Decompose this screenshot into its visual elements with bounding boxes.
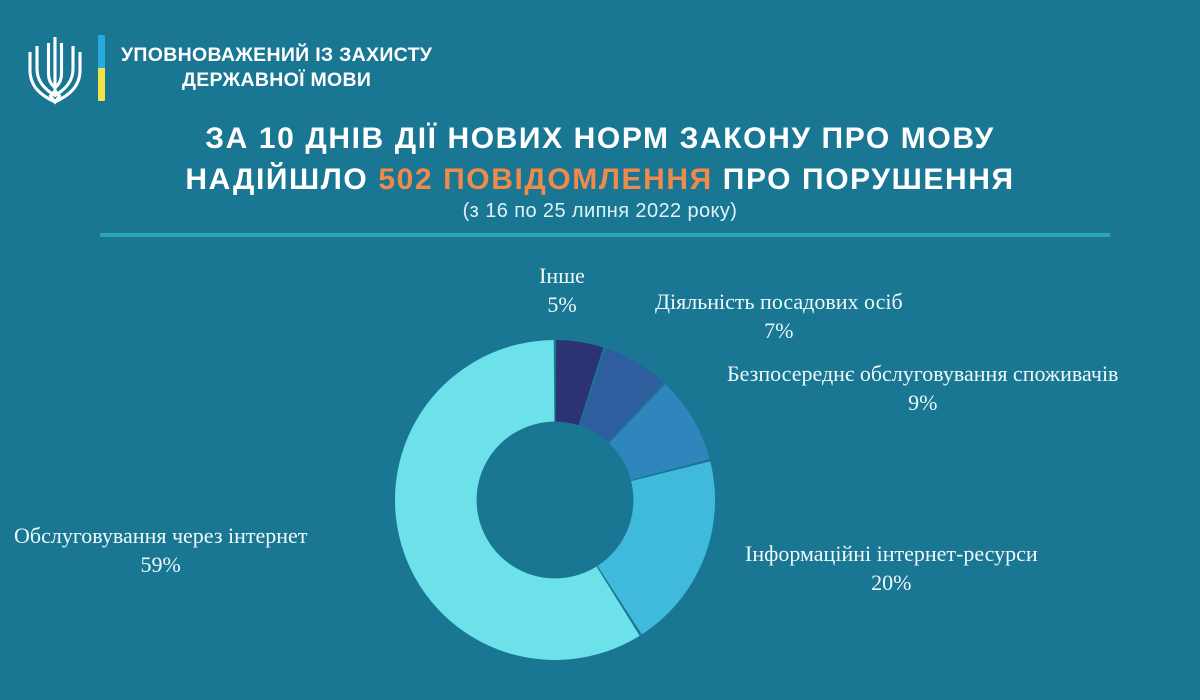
slice-label-officials-value: 7%	[764, 318, 794, 344]
header-divider	[100, 233, 1110, 237]
slice-label-online-service-text: Обслуговування через інтернет	[14, 523, 308, 548]
slice-label-web-resources: Інформаційні інтернет-ресурси 20%	[745, 539, 1038, 597]
slice-label-web-resources-text: Інформаційні інтернет-ресурси	[745, 541, 1038, 566]
donut-slice	[609, 384, 710, 480]
slice-label-direct-service: Безпосереднє обслуговування споживачів 9…	[727, 359, 1118, 417]
headline-count-accent: 502 ПОВІДОМЛЕННЯ	[378, 163, 713, 197]
brand-title-line-1: УПОВНОВАЖЕНИЙ ІЗ ЗАХИСТУ	[121, 43, 433, 66]
headline: ЗА 10 ДНІВ ДІЇ НОВИХ НОРМ ЗАКОНУ ПРО МОВ…	[0, 118, 1200, 201]
flag-yellow-stripe	[98, 68, 105, 101]
slice-label-officials: Діяльність посадових осіб 7%	[655, 287, 903, 345]
slice-label-other: Інше 5%	[497, 261, 627, 319]
donut-slice-group	[395, 340, 715, 660]
slice-label-other-text: Інше	[539, 263, 585, 288]
brand-title-line-2: ДЕРЖАВНОЇ МОВИ	[182, 69, 372, 91]
slice-label-online-service-value: 59%	[140, 552, 181, 578]
brand-header: УПОВНОВАЖЕНИЙ ІЗ ЗАХИСТУ ДЕРЖАВНОЇ МОВИ	[26, 28, 432, 108]
brand-title: УПОВНОВАЖЕНИЙ ІЗ ЗАХИСТУ ДЕРЖАВНОЇ МОВИ	[121, 43, 432, 94]
headline-line-2-after: ПРО ПОРУШЕННЯ	[712, 163, 1015, 197]
headline-subtitle: (з 16 по 25 липня 2022 року)	[462, 200, 738, 222]
donut-slice	[597, 461, 715, 635]
slice-label-officials-text: Діяльність посадових осіб	[655, 289, 903, 314]
slice-label-direct-service-value: 9%	[908, 390, 938, 416]
headline-line-1: ЗА 10 ДНІВ ДІЇ НОВИХ НОРМ ЗАКОНУ ПРО МОВ…	[205, 122, 995, 155]
headline-line-2: НАДІЙШЛО 502 ПОВІДОМЛЕННЯ ПРО ПОРУШЕННЯ	[0, 159, 1200, 200]
slice-label-other-value: 5%	[547, 292, 577, 318]
donut-slice	[555, 340, 604, 426]
slice-label-web-resources-value: 20%	[871, 570, 912, 596]
headline-line-2-before: НАДІЙШЛО	[185, 163, 379, 197]
ukrainian-flag-bar	[98, 35, 105, 101]
donut-slice	[579, 348, 664, 443]
donut-slice	[395, 340, 640, 660]
flag-blue-stripe	[98, 35, 105, 68]
slice-label-online-service: Обслуговування через інтернет 59%	[14, 521, 307, 579]
ukrainian-trident-icon	[28, 37, 82, 105]
slice-label-direct-service-text: Безпосереднє обслуговування споживачів	[727, 361, 1119, 386]
